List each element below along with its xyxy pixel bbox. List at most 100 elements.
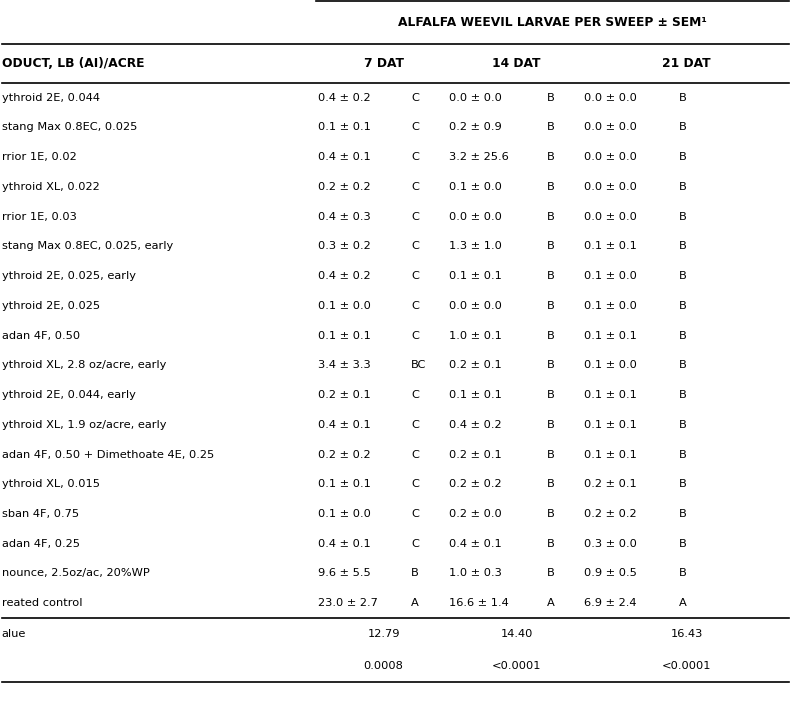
Text: B: B	[547, 450, 555, 459]
Text: B: B	[679, 479, 687, 489]
Text: sban 4F, 0.75: sban 4F, 0.75	[2, 509, 79, 519]
Text: C: C	[411, 152, 419, 162]
Text: C: C	[411, 479, 419, 489]
Text: ALFALFA WEEVIL LARVAE PER SWEEP ± SEM¹: ALFALFA WEEVIL LARVAE PER SWEEP ± SEM¹	[399, 16, 707, 29]
Text: 0.3 ± 0.2: 0.3 ± 0.2	[318, 241, 371, 251]
Text: 0.1 ± 0.0: 0.1 ± 0.0	[449, 182, 502, 192]
Text: 0.1 ± 0.1: 0.1 ± 0.1	[584, 420, 637, 430]
Text: B: B	[679, 569, 687, 578]
Text: A: A	[411, 598, 419, 608]
Text: 0.1 ± 0.0: 0.1 ± 0.0	[584, 271, 637, 281]
Text: adan 4F, 0.50 + Dimethoate 4E, 0.25: adan 4F, 0.50 + Dimethoate 4E, 0.25	[2, 450, 214, 459]
Text: 3.4 ± 3.3: 3.4 ± 3.3	[318, 360, 371, 370]
Text: B: B	[547, 212, 555, 222]
Text: B: B	[679, 539, 687, 549]
Text: 0.4 ± 0.1: 0.4 ± 0.1	[318, 420, 371, 430]
Text: ODUCT, LB (AI)/ACRE: ODUCT, LB (AI)/ACRE	[2, 57, 144, 70]
Text: B: B	[547, 122, 555, 132]
Text: 0.2 ± 0.9: 0.2 ± 0.9	[449, 122, 502, 132]
Text: 1.3 ± 1.0: 1.3 ± 1.0	[449, 241, 502, 251]
Text: ythroid XL, 1.9 oz/acre, early: ythroid XL, 1.9 oz/acre, early	[2, 420, 166, 430]
Text: B: B	[679, 93, 687, 103]
Text: 0.0 ± 0.0: 0.0 ± 0.0	[449, 301, 502, 311]
Text: A: A	[679, 598, 687, 608]
Text: stang Max 0.8EC, 0.025: stang Max 0.8EC, 0.025	[2, 122, 137, 132]
Text: reated control: reated control	[2, 598, 82, 608]
Text: B: B	[679, 301, 687, 311]
Text: C: C	[411, 390, 419, 400]
Text: C: C	[411, 450, 419, 459]
Text: B: B	[679, 360, 687, 370]
Text: B: B	[547, 331, 555, 341]
Text: C: C	[411, 271, 419, 281]
Text: 14.40: 14.40	[501, 629, 532, 639]
Text: B: B	[547, 360, 555, 370]
Text: C: C	[411, 331, 419, 341]
Text: adan 4F, 0.50: adan 4F, 0.50	[2, 331, 80, 341]
Text: B: B	[679, 420, 687, 430]
Text: 21 DAT: 21 DAT	[662, 57, 711, 70]
Text: ythroid 2E, 0.044, early: ythroid 2E, 0.044, early	[2, 390, 135, 400]
Text: 0.1 ± 0.1: 0.1 ± 0.1	[584, 241, 637, 251]
Text: 0.1 ± 0.0: 0.1 ± 0.0	[318, 301, 371, 311]
Text: B: B	[679, 212, 687, 222]
Text: 0.0 ± 0.0: 0.0 ± 0.0	[584, 212, 637, 222]
Text: 0.2 ± 0.2: 0.2 ± 0.2	[584, 509, 637, 519]
Text: C: C	[411, 420, 419, 430]
Text: 0.1 ± 0.1: 0.1 ± 0.1	[449, 271, 502, 281]
Text: rrior 1E, 0.02: rrior 1E, 0.02	[2, 152, 77, 162]
Text: 1.0 ± 0.3: 1.0 ± 0.3	[449, 569, 502, 578]
Text: B: B	[679, 331, 687, 341]
Text: B: B	[547, 301, 555, 311]
Text: 1.0 ± 0.1: 1.0 ± 0.1	[449, 331, 502, 341]
Text: B: B	[547, 420, 555, 430]
Text: 0.2 ± 0.1: 0.2 ± 0.1	[584, 479, 637, 489]
Text: B: B	[679, 509, 687, 519]
Text: 0.4 ± 0.1: 0.4 ± 0.1	[318, 152, 371, 162]
Text: 0.4 ± 0.1: 0.4 ± 0.1	[449, 539, 502, 549]
Text: <0.0001: <0.0001	[662, 661, 711, 671]
Text: ythroid XL, 0.015: ythroid XL, 0.015	[2, 479, 100, 489]
Text: 0.0 ± 0.0: 0.0 ± 0.0	[584, 182, 637, 192]
Text: ythroid XL, 2.8 oz/acre, early: ythroid XL, 2.8 oz/acre, early	[2, 360, 166, 370]
Text: adan 4F, 0.25: adan 4F, 0.25	[2, 539, 80, 549]
Text: B: B	[679, 182, 687, 192]
Text: <0.0001: <0.0001	[492, 661, 541, 671]
Text: C: C	[411, 182, 419, 192]
Text: 0.2 ± 0.2: 0.2 ± 0.2	[318, 450, 371, 459]
Text: 0.1 ± 0.1: 0.1 ± 0.1	[318, 331, 371, 341]
Text: B: B	[679, 271, 687, 281]
Text: ythroid 2E, 0.025, early: ythroid 2E, 0.025, early	[2, 271, 135, 281]
Text: 0.2 ± 0.0: 0.2 ± 0.0	[449, 509, 502, 519]
Text: ythroid 2E, 0.025: ythroid 2E, 0.025	[2, 301, 100, 311]
Text: B: B	[679, 450, 687, 459]
Text: stang Max 0.8EC, 0.025, early: stang Max 0.8EC, 0.025, early	[2, 241, 172, 251]
Text: alue: alue	[2, 629, 26, 639]
Text: 0.4 ± 0.2: 0.4 ± 0.2	[449, 420, 502, 430]
Text: 0.1 ± 0.1: 0.1 ± 0.1	[449, 390, 502, 400]
Text: rrior 1E, 0.03: rrior 1E, 0.03	[2, 212, 77, 222]
Text: 0.0 ± 0.0: 0.0 ± 0.0	[584, 152, 637, 162]
Text: 23.0 ± 2.7: 23.0 ± 2.7	[318, 598, 378, 608]
Text: B: B	[547, 539, 555, 549]
Text: 0.1 ± 0.1: 0.1 ± 0.1	[584, 390, 637, 400]
Text: B: B	[679, 122, 687, 132]
Text: C: C	[411, 241, 419, 251]
Text: 0.1 ± 0.1: 0.1 ± 0.1	[584, 331, 637, 341]
Text: 0.2 ± 0.1: 0.2 ± 0.1	[318, 390, 371, 400]
Text: B: B	[547, 241, 555, 251]
Text: C: C	[411, 212, 419, 222]
Text: 6.9 ± 2.4: 6.9 ± 2.4	[584, 598, 636, 608]
Text: B: B	[547, 479, 555, 489]
Text: 0.1 ± 0.1: 0.1 ± 0.1	[584, 450, 637, 459]
Text: 0.9 ± 0.5: 0.9 ± 0.5	[584, 569, 637, 578]
Text: B: B	[547, 509, 555, 519]
Text: C: C	[411, 93, 419, 103]
Text: C: C	[411, 122, 419, 132]
Text: 0.2 ± 0.2: 0.2 ± 0.2	[318, 182, 371, 192]
Text: ythroid 2E, 0.044: ythroid 2E, 0.044	[2, 93, 100, 103]
Text: C: C	[411, 301, 419, 311]
Text: 0.3 ± 0.0: 0.3 ± 0.0	[584, 539, 637, 549]
Text: 7 DAT: 7 DAT	[364, 57, 403, 70]
Text: 0.1 ± 0.0: 0.1 ± 0.0	[584, 301, 637, 311]
